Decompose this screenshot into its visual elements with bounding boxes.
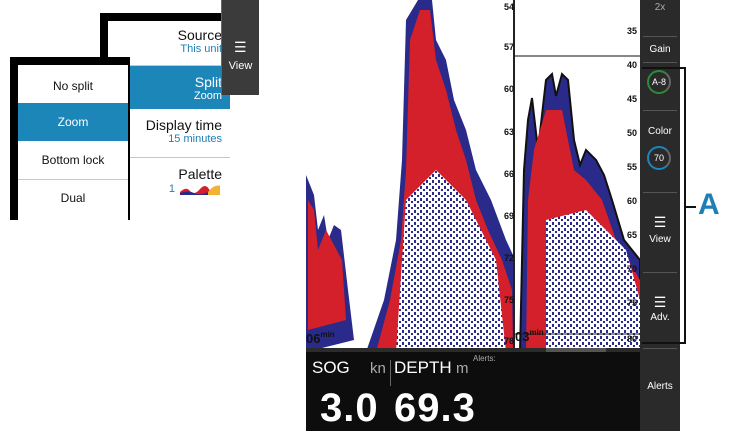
callout-leader <box>686 206 696 208</box>
depth-scale-label: 40 <box>627 60 638 70</box>
time-value: 06 <box>306 331 321 346</box>
depth-scale-label: 63 <box>504 127 515 137</box>
menu-item-value: Zoom <box>193 90 222 102</box>
zoom-level[interactable]: 2x <box>654 2 666 13</box>
menu-item-title: Palette <box>178 166 222 182</box>
depth-scale-label: 72 <box>504 253 515 263</box>
view-menu-icon[interactable]: ☰ <box>653 214 667 230</box>
menu-item-palette[interactable]: Palette 1 <box>108 166 230 208</box>
sog-label: SOG <box>312 358 350 377</box>
view-button[interactable]: ☰ View <box>221 0 259 95</box>
callout-label: A <box>698 188 720 221</box>
color-dial[interactable]: 70 <box>647 146 671 170</box>
depth-scale-label: 55 <box>627 162 638 172</box>
sog-value: 3.0 <box>320 386 379 430</box>
gain-dial[interactable]: A-8 <box>647 70 671 94</box>
menu-item-value: This unit <box>180 43 222 55</box>
divider <box>108 65 230 66</box>
depth-scale-label: 50 <box>627 128 638 138</box>
advanced-menu-icon[interactable]: ☰ <box>653 294 667 310</box>
hamburger-icon: ☰ <box>234 39 247 55</box>
echogram <box>306 0 640 352</box>
menu-item-title: Display time <box>145 117 222 133</box>
time-marker-right: 03min <box>515 328 544 346</box>
depth-scale-label: 60 <box>627 196 638 206</box>
depth-scale-label: 69 <box>504 211 515 221</box>
divider <box>108 157 230 158</box>
depth-scale-label: 65 <box>627 230 638 240</box>
depth-label: DEPTH <box>394 358 452 377</box>
depth-scale-label: 78 <box>504 336 515 346</box>
palette-number: 1 <box>168 182 175 195</box>
depth-scale-label: 54 <box>504 2 515 12</box>
divider <box>643 272 677 273</box>
depth-scale-label: 75 <box>627 298 638 308</box>
divider <box>18 179 128 180</box>
menu-item-value: 1 <box>108 182 222 196</box>
depth-scale-label: 80 <box>627 334 638 344</box>
split-divider[interactable] <box>513 0 515 352</box>
menu-item-value: 15 minutes <box>168 133 222 145</box>
depth-scale-label: 35 <box>627 26 638 36</box>
depth-scale-label: 70 <box>627 264 638 274</box>
echo-display[interactable]: 54 57 60 63 66 69 72 75 78 35 40 45 50 5… <box>306 0 640 352</box>
divider <box>643 110 677 111</box>
gain-label[interactable]: Gain <box>649 44 671 55</box>
scroll-thumb[interactable] <box>546 348 606 354</box>
time-unit: min <box>320 330 335 339</box>
time-marker-left: 06min <box>306 330 335 348</box>
depth-scale-label: 75 <box>504 295 515 305</box>
depth-scale-label: 66 <box>504 169 515 179</box>
time-unit: min <box>529 328 544 337</box>
menu-item-title: Source <box>177 27 222 43</box>
divider <box>643 192 677 193</box>
sog-unit: kn <box>370 360 386 377</box>
view-button-label: View <box>228 60 253 72</box>
split-option-dual[interactable]: Dual <box>60 191 86 205</box>
data-bar: SOG kn 3.0 DEPTH m 69.3 Alerts: <box>306 352 640 431</box>
divider <box>643 36 677 37</box>
alerts-button[interactable]: Alerts <box>647 381 673 392</box>
split-options-menu: No split Zoom Bottom lock Dual <box>18 65 128 225</box>
callout-bracket <box>642 67 686 344</box>
alerts-indicator: Alerts: <box>473 354 496 363</box>
depth-scale-label: 45 <box>627 94 638 104</box>
depth-unit: m <box>456 360 469 377</box>
split-option-no-split[interactable]: No split <box>52 79 93 93</box>
palette-preview-icon <box>180 185 220 195</box>
time-value: 03 <box>515 329 530 344</box>
depth-scale-label: 57 <box>504 42 515 52</box>
split-option-zoom[interactable]: Zoom <box>18 103 128 141</box>
divider <box>643 62 677 63</box>
split-option-bottom-lock[interactable]: Bottom lock <box>41 153 105 167</box>
divider <box>643 348 677 349</box>
menu-item-source[interactable]: Source This unit <box>108 27 230 65</box>
depth-value: 69.3 <box>394 386 476 430</box>
menu-item-display-time[interactable]: Display time 15 minutes <box>108 117 230 157</box>
adv-label[interactable]: Adv. <box>650 312 670 323</box>
depth-scale-label: 60 <box>504 84 515 94</box>
control-sidebar: 2x Gain A-8 Color 70 ☰ View ☰ Adv. Alert… <box>640 0 680 431</box>
menu-item-title: Split <box>194 74 222 90</box>
history-scrollbar[interactable] <box>306 348 640 354</box>
color-label[interactable]: Color <box>648 126 672 137</box>
divider <box>390 360 391 386</box>
view-label[interactable]: View <box>649 234 671 245</box>
